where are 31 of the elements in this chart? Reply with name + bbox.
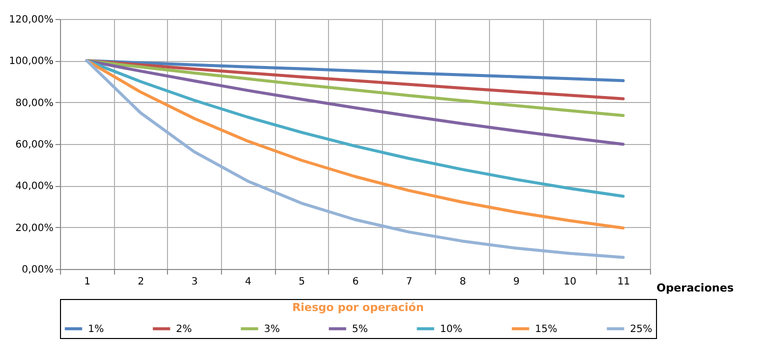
x-tick-label: 3 [191, 276, 198, 288]
line-series [85, 59, 625, 146]
x-tick-label: 1 [84, 276, 91, 288]
x-tick-label: 2 [138, 276, 144, 288]
y-tick-label: 100,00% [9, 56, 54, 68]
x-tick-label: 7 [406, 276, 412, 288]
legend-label: 2% [176, 324, 192, 335]
x-axis-title: Operaciones [656, 282, 734, 294]
line-series [85, 59, 625, 198]
y-tick-label: 40,00% [15, 181, 54, 192]
legend-label: 1% [88, 324, 104, 335]
y-tick-label: 60,00% [15, 140, 54, 150]
legend-label: 25% [630, 324, 652, 335]
y-tick-label: 80,00% [15, 98, 54, 109]
x-tick-label: 6 [352, 276, 359, 288]
legend-label: 15% [535, 324, 558, 335]
legend-title: Riesgo por operación [292, 301, 424, 314]
y-tick-label: 20,00% [15, 222, 54, 234]
x-tick-label: 10 [564, 276, 576, 288]
x-tick-label: 9 [513, 276, 520, 288]
legend-label: 5% [352, 324, 368, 335]
line-series [85, 59, 625, 82]
legend-label: 10% [440, 324, 462, 335]
legend-label: 3% [264, 324, 280, 335]
y-tick-label: 0,00% [22, 264, 54, 276]
line-series [85, 59, 625, 100]
x-tick-label: 11 [617, 276, 630, 288]
y-tick-label: 120,00% [9, 14, 54, 26]
x-tick-label: 5 [298, 276, 306, 288]
x-tick-label: 8 [460, 276, 466, 288]
x-tick-label: 4 [245, 276, 252, 288]
